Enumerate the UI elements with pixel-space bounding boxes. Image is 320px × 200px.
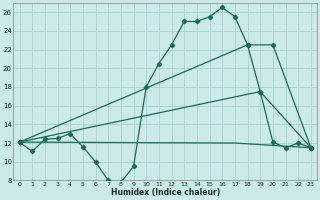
- X-axis label: Humidex (Indice chaleur): Humidex (Indice chaleur): [111, 188, 220, 197]
